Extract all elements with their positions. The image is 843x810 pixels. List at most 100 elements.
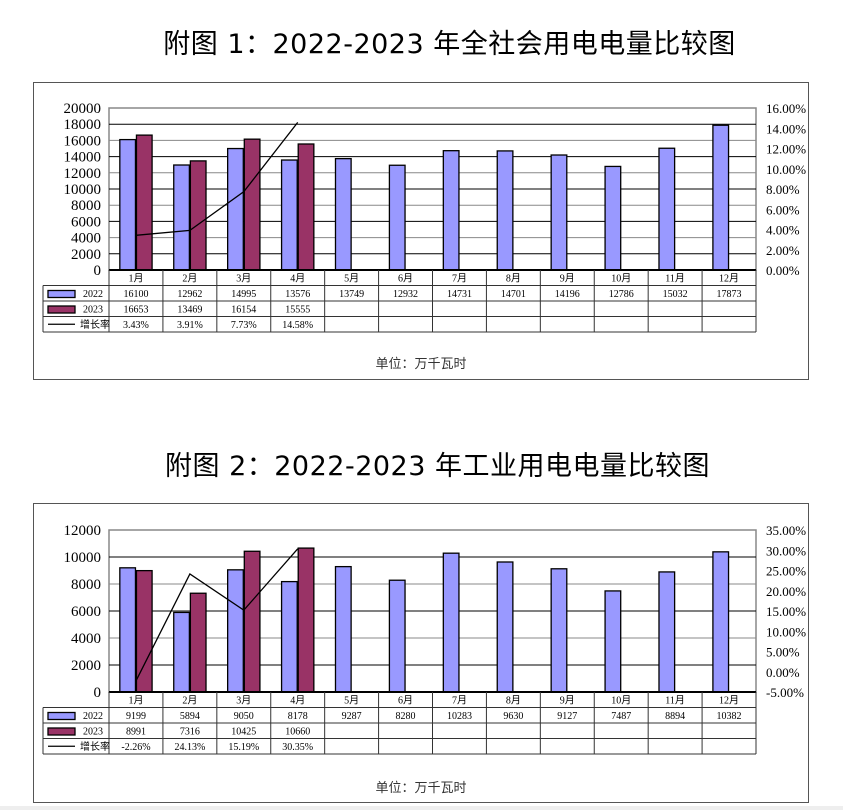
table-cell: 10382 — [717, 711, 742, 722]
category-label: 10月 — [611, 695, 631, 707]
left-axis-tick: 4000 — [71, 231, 101, 247]
table-cell: 14731 — [447, 289, 472, 300]
bar-2022 — [712, 124, 730, 271]
bar-2022 — [280, 159, 298, 271]
chart-1-frame: 0 2000 4000 6000 8000 10000 12000 14000 16000 180… — [33, 82, 809, 380]
table-cell: 7316 — [180, 727, 200, 738]
bar-2022 — [173, 611, 191, 693]
right-axis-tick: 20.00% — [766, 584, 806, 599]
table-cell: 30.35% — [282, 742, 313, 753]
right-axis-tick: 14.00% — [766, 121, 806, 136]
right-axis-tick: 30.00% — [766, 543, 806, 558]
bar-2023 — [243, 550, 261, 693]
table-cell: 14995 — [231, 289, 256, 300]
left-axis-tick: 18000 — [64, 117, 102, 133]
category-label: 7月 — [452, 695, 467, 707]
table-cell: 9050 — [234, 711, 254, 722]
bar-2023 — [135, 134, 153, 271]
figure-2-title: 附图 2：2022-2023 年工业用电电量比较图 — [164, 451, 710, 482]
left-axis-tick: 8000 — [71, 577, 101, 593]
right-axis-tick: 12.00% — [766, 142, 806, 157]
bar-2022 — [334, 565, 352, 693]
table-cell: 12962 — [177, 289, 202, 300]
chart-2-plot: 0 2000 4000 6000 8000 10000 12000 -5.00% 0.00% 5.… — [42, 523, 806, 755]
bar-2022 — [388, 164, 406, 271]
table-cell: -2.26% — [121, 742, 150, 753]
bar-2022 — [442, 552, 460, 693]
category-label: 9月 — [560, 695, 575, 707]
table-cell: 7.73% — [231, 320, 257, 331]
left-axis-tick: 4000 — [71, 631, 101, 647]
category-label: 5月 — [344, 273, 359, 285]
bar-2022 — [334, 157, 352, 271]
legend-label: 增长率 — [80, 318, 110, 331]
page-bottom-edge — [0, 806, 843, 810]
table-cell: 9127 — [557, 711, 577, 722]
bar-2022 — [388, 579, 406, 693]
legend-swatch-2022 — [47, 289, 76, 299]
category-label: 5月 — [344, 695, 359, 707]
left-axis-tick: 16000 — [64, 133, 102, 149]
category-label: 4月 — [290, 273, 305, 285]
category-label: 2月 — [182, 695, 197, 707]
bar-2023 — [189, 592, 207, 693]
category-label: 8月 — [506, 695, 521, 707]
table-cell: 13576 — [285, 289, 310, 300]
category-label: 7月 — [452, 273, 467, 285]
right-axis-tick: 15.00% — [766, 604, 806, 619]
table-cell: 8178 — [288, 711, 308, 722]
bar-2022 — [227, 569, 244, 693]
table-cell: 16653 — [123, 305, 148, 316]
legend-label: 2023 — [83, 305, 103, 316]
legend-label: 增长率 — [80, 740, 110, 753]
table-cell: 12932 — [393, 289, 418, 300]
right-axis-tick: 25.00% — [766, 564, 806, 579]
table-cell: 3.43% — [123, 320, 149, 331]
left-axis-tick: 0 — [94, 685, 102, 701]
category-label: 9月 — [560, 273, 575, 285]
bar-2022 — [496, 561, 514, 693]
right-axis-tick: 10.00% — [766, 162, 806, 177]
bar-2022 — [658, 571, 676, 693]
chart-2-unit-label: 单位：万千瓦时 — [375, 781, 467, 796]
bar-2022 — [119, 138, 137, 271]
table-cell: 9287 — [342, 711, 362, 722]
legend-swatch-2022 — [47, 711, 76, 721]
growth-rate-line — [135, 548, 299, 682]
chart-1-unit-label: 单位：万千瓦时 — [375, 357, 467, 372]
left-axis-tick: 12000 — [64, 166, 102, 182]
bar-2023 — [297, 547, 315, 693]
bar-2022 — [658, 147, 676, 271]
bar-2022 — [280, 580, 298, 693]
bar-2022 — [173, 164, 191, 271]
left-axis-tick: 0 — [94, 263, 102, 279]
category-label: 8月 — [506, 273, 521, 285]
table-cell: 5894 — [180, 711, 200, 722]
growth-rate-line — [135, 122, 299, 236]
left-axis-tick: 2000 — [71, 658, 101, 674]
legend-swatch-2023 — [47, 727, 76, 736]
left-axis-tick: 6000 — [71, 604, 101, 620]
left-axis-tick: 10000 — [64, 182, 102, 198]
table-cell: 15555 — [285, 305, 310, 316]
left-axis-tick: 6000 — [71, 214, 101, 230]
bar-2022 — [604, 165, 622, 271]
category-label: 3月 — [236, 273, 251, 285]
right-axis-tick: 16.00% — [766, 101, 806, 116]
table-cell: 3.91% — [177, 320, 203, 331]
table-cell: 8280 — [396, 711, 416, 722]
table-cell: 17873 — [717, 289, 742, 300]
right-axis-tick: 35.00% — [766, 523, 806, 538]
category-label: 3月 — [236, 695, 251, 707]
table-cell: 14701 — [501, 289, 526, 300]
table-cell: 7487 — [611, 711, 631, 722]
legend-label: 2022 — [83, 711, 103, 722]
bar-2022 — [550, 154, 568, 271]
category-label: 12月 — [719, 695, 739, 707]
table-cell: 9630 — [503, 711, 523, 722]
right-axis-tick: -5.00% — [766, 685, 804, 700]
category-label: 6月 — [398, 273, 413, 285]
right-axis-tick: 4.00% — [766, 223, 800, 238]
bar-2022 — [227, 147, 244, 271]
category-label: 12月 — [719, 273, 739, 285]
